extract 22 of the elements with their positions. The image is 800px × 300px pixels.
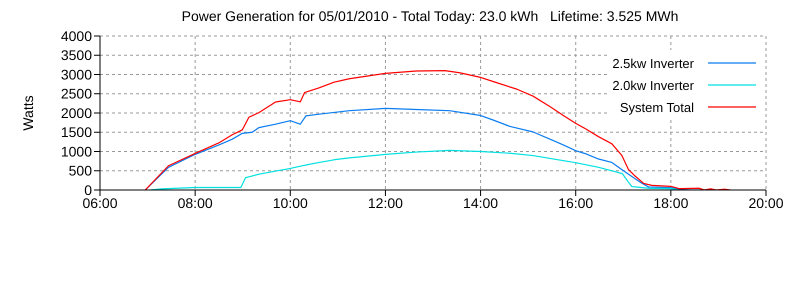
y-axis-title: Watts [20,95,36,131]
line-series [150,150,680,190]
legend-label: 2.5kw Inverter [612,56,694,70]
y-tick-label: 2500 [60,86,92,102]
x-tick-label: 16:00 [558,194,594,211]
y-tick-label: 4000 [60,28,92,44]
x-tick-label: 18:00 [653,194,689,211]
y-tick-label: 3000 [60,66,92,82]
x-tick-label: 14:00 [463,194,498,211]
y-tick-label: 1500 [60,124,92,140]
y-tick-label: 3500 [60,47,92,64]
x-tick-label: 08:00 [178,194,213,211]
y-tick-label: 2000 [60,104,92,121]
chart-title: Power Generation for 05/01/2010 - Total Today: 23.0 kWh Lifetime: 3.525 MWh [180,8,680,26]
legend-label: 2.0kw Inverter [612,78,694,92]
x-tick-label: 10:00 [272,194,308,211]
legend-label: System Total [620,100,694,114]
y-tick-label: 1000 [60,143,92,160]
y-tick-label: 500 [68,162,92,179]
line-series [144,70,731,190]
x-tick-label: 12:00 [368,194,404,211]
x-tick-label: 20:00 [748,194,784,211]
